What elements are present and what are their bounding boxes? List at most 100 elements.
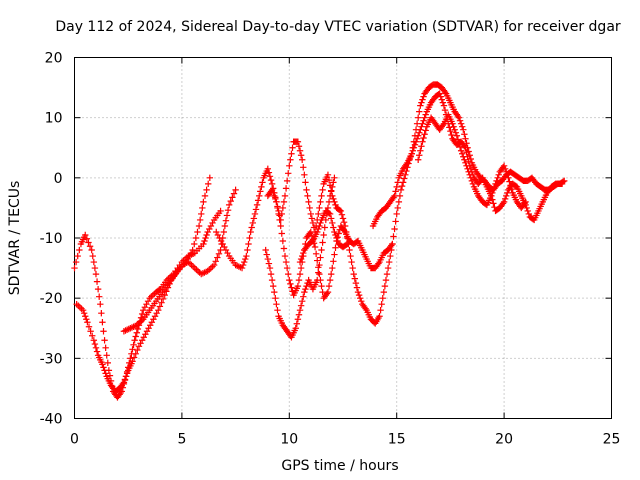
data-point bbox=[232, 186, 239, 194]
data-point bbox=[327, 215, 335, 222]
data-point bbox=[82, 231, 89, 239]
data-point bbox=[281, 252, 289, 260]
data-point bbox=[87, 328, 94, 335]
data-point bbox=[306, 204, 313, 212]
data-point bbox=[191, 240, 198, 248]
data-point bbox=[302, 179, 309, 186]
data-point bbox=[462, 159, 469, 166]
data-point bbox=[324, 171, 332, 179]
data-point bbox=[203, 231, 210, 239]
data-point bbox=[330, 258, 337, 265]
data-point bbox=[522, 198, 529, 206]
data-point bbox=[122, 373, 130, 380]
data-point bbox=[76, 246, 83, 254]
series-track-1 bbox=[71, 207, 224, 401]
data-point bbox=[352, 279, 360, 287]
data-point bbox=[130, 341, 137, 348]
data-point bbox=[319, 239, 326, 246]
data-point bbox=[410, 138, 418, 145]
data-point bbox=[282, 258, 290, 266]
data-point bbox=[71, 264, 78, 272]
data-point bbox=[103, 352, 110, 359]
data-point bbox=[462, 135, 469, 142]
data-point bbox=[468, 177, 476, 185]
data-point bbox=[136, 319, 144, 326]
data-point bbox=[392, 188, 399, 195]
data-point bbox=[280, 245, 288, 252]
data-point bbox=[246, 234, 253, 242]
data-point bbox=[457, 120, 465, 127]
data-point bbox=[378, 300, 385, 308]
data-point bbox=[262, 246, 269, 254]
data-point bbox=[490, 200, 497, 207]
data-point bbox=[416, 129, 423, 136]
data-point bbox=[316, 270, 323, 278]
data-point bbox=[201, 269, 208, 276]
data-point bbox=[332, 201, 339, 209]
data-point bbox=[409, 144, 417, 151]
data-point bbox=[295, 311, 303, 318]
data-point bbox=[250, 215, 258, 222]
data-point bbox=[440, 102, 448, 109]
data-point bbox=[315, 225, 322, 233]
data-point bbox=[338, 211, 346, 218]
data-point bbox=[316, 222, 323, 230]
data-point bbox=[242, 255, 249, 263]
data-point bbox=[254, 197, 262, 204]
data-point bbox=[267, 176, 275, 184]
data-point bbox=[336, 206, 343, 214]
y-tick-label: -40 bbox=[40, 412, 63, 428]
data-point bbox=[402, 171, 409, 179]
data-point bbox=[220, 228, 227, 236]
data-point bbox=[104, 359, 111, 367]
data-point bbox=[102, 344, 109, 352]
data-point bbox=[450, 123, 457, 130]
data-point bbox=[219, 240, 226, 248]
data-point bbox=[256, 192, 263, 200]
data-point bbox=[268, 180, 276, 188]
data-point bbox=[272, 294, 279, 302]
data-point bbox=[134, 346, 141, 354]
data-point bbox=[494, 174, 501, 182]
data-point bbox=[130, 354, 138, 361]
series-track-3 bbox=[120, 186, 239, 335]
data-point bbox=[143, 300, 150, 308]
data-point bbox=[467, 174, 475, 182]
data-point bbox=[416, 108, 423, 115]
data-point bbox=[79, 307, 87, 314]
data-point bbox=[412, 126, 420, 133]
data-point bbox=[292, 325, 299, 332]
data-point bbox=[376, 313, 383, 320]
data-point bbox=[347, 252, 354, 260]
data-point bbox=[132, 350, 139, 358]
data-point bbox=[335, 230, 342, 237]
data-point bbox=[296, 307, 304, 314]
data-point bbox=[463, 140, 470, 147]
data-point bbox=[456, 143, 464, 151]
data-point bbox=[388, 246, 395, 254]
data-point bbox=[206, 225, 213, 233]
data-point bbox=[490, 186, 497, 194]
data-point bbox=[281, 192, 289, 200]
data-point bbox=[330, 224, 337, 231]
data-point bbox=[205, 180, 212, 188]
data-point bbox=[223, 212, 231, 219]
data-point bbox=[455, 114, 463, 121]
data-point bbox=[217, 207, 224, 215]
data-point bbox=[194, 228, 201, 236]
data-point bbox=[248, 224, 255, 231]
data-point bbox=[89, 252, 96, 260]
data-point bbox=[330, 179, 337, 186]
data-point bbox=[325, 198, 333, 206]
series-track-5 bbox=[262, 174, 338, 341]
data-point bbox=[317, 219, 324, 227]
data-point bbox=[301, 171, 308, 179]
data-point bbox=[138, 337, 146, 344]
data-point bbox=[377, 307, 384, 314]
data-point bbox=[117, 389, 124, 397]
data-point bbox=[461, 156, 468, 163]
y-tick-label: 0 bbox=[54, 171, 63, 187]
data-point bbox=[279, 237, 287, 245]
data-point bbox=[193, 266, 200, 273]
data-point bbox=[229, 194, 236, 201]
